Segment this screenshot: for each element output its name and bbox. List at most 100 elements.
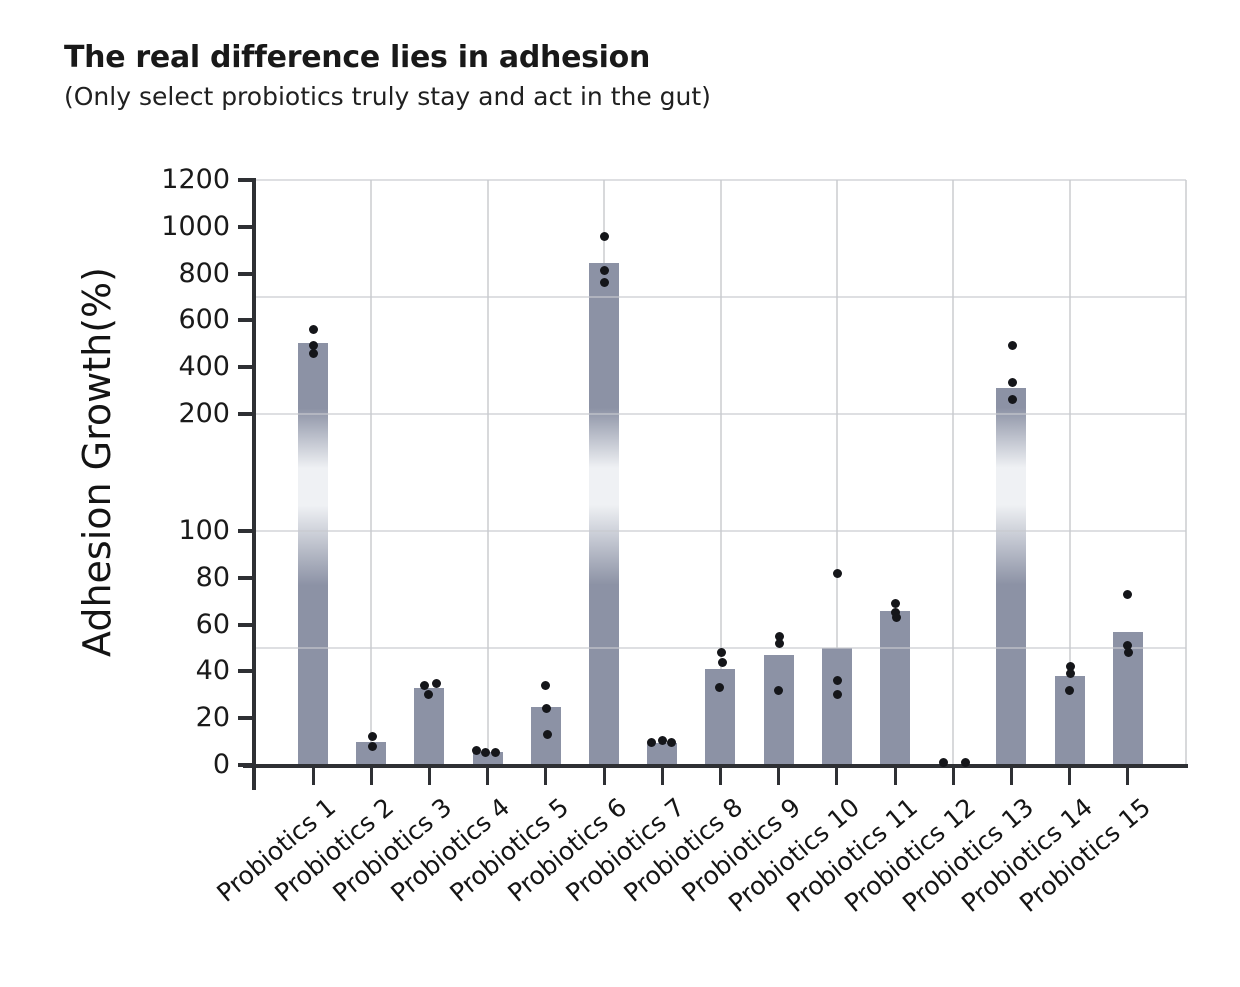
data-point	[1007, 394, 1017, 404]
y-tick-label: 20	[195, 702, 230, 734]
bar-probiotics-11	[880, 610, 910, 765]
y-tick	[238, 529, 255, 533]
data-point	[717, 657, 727, 667]
x-tick	[311, 765, 315, 785]
data-point	[891, 613, 901, 623]
data-point	[308, 325, 318, 335]
y-tick	[238, 318, 255, 323]
x-tick	[951, 765, 955, 785]
y-tick	[238, 224, 255, 229]
bar-probiotics-7	[647, 742, 678, 765]
data-point	[960, 758, 970, 768]
bar-probiotics-13	[996, 388, 1027, 765]
data-point	[1007, 341, 1017, 351]
data-point	[666, 738, 676, 748]
data-point	[775, 631, 785, 641]
y-tick	[238, 763, 255, 767]
data-point	[1007, 377, 1017, 387]
gridline-vertical	[1185, 180, 1187, 765]
data-point	[431, 678, 441, 688]
data-point	[716, 648, 726, 658]
data-point	[890, 599, 900, 609]
bar-probiotics-1	[298, 342, 328, 765]
y-tick-label: 200	[178, 398, 230, 429]
data-point	[657, 735, 667, 745]
data-point	[599, 277, 609, 287]
x-tick	[602, 765, 606, 785]
data-point	[714, 683, 724, 693]
y-tick-label: 1000	[161, 210, 230, 242]
data-point	[543, 730, 553, 740]
chart-subtitle: (Only select probiotics truly stay and a…	[64, 82, 711, 111]
data-point	[491, 747, 501, 757]
bar-probiotics-10	[821, 648, 852, 765]
y-tick-label: 0	[212, 749, 230, 780]
data-point	[890, 608, 900, 618]
gridline-horizontal	[255, 296, 1186, 298]
data-point	[308, 340, 318, 350]
bar-probiotics-3	[414, 687, 445, 765]
y-tick	[238, 622, 255, 627]
y-tick	[238, 365, 255, 370]
x-tick	[835, 765, 839, 785]
data-point	[599, 266, 609, 276]
y-tick	[238, 669, 255, 674]
data-point	[833, 568, 843, 578]
y-tick-label: 800	[178, 257, 230, 289]
y-tick-label: 600	[178, 304, 230, 336]
x-tick	[1068, 765, 1072, 785]
chart-title: The real difference lies in adhesion	[64, 40, 651, 75]
data-point	[308, 349, 318, 359]
y-tick	[238, 178, 255, 182]
data-point	[367, 732, 377, 742]
x-tick	[660, 765, 664, 785]
x-tick	[544, 765, 548, 785]
data-point	[1123, 641, 1133, 651]
gridline-vertical	[486, 180, 489, 765]
x-tick	[486, 765, 490, 785]
y-tick	[238, 575, 255, 580]
x-tick	[893, 765, 897, 785]
data-point	[938, 758, 948, 768]
data-point	[646, 738, 656, 748]
y-tick	[238, 716, 255, 721]
gridline-horizontal	[255, 530, 1186, 532]
gridline-vertical	[370, 180, 373, 765]
data-point	[1124, 648, 1134, 658]
data-point	[1123, 589, 1133, 599]
data-point	[472, 746, 482, 756]
y-tick-label: 40	[195, 655, 230, 687]
data-point	[774, 685, 784, 695]
data-point	[542, 704, 552, 714]
data-point	[599, 231, 609, 241]
y-tick-label: 100	[178, 515, 230, 546]
x-tick	[777, 765, 781, 785]
x-tick	[369, 765, 373, 785]
y-axis-line	[252, 178, 256, 790]
gridline-horizontal	[255, 179, 1186, 181]
x-tick	[718, 765, 722, 785]
data-point	[775, 638, 785, 648]
x-tick	[1009, 765, 1013, 785]
y-tick-label: 400	[178, 351, 230, 383]
y-tick-label: 1200	[161, 164, 230, 195]
y-tick-label: 80	[195, 561, 230, 593]
y-tick-label: 60	[195, 608, 230, 640]
x-axis-line	[243, 764, 1188, 768]
bar-probiotics-9	[763, 655, 794, 765]
data-point	[541, 680, 551, 690]
y-tick	[238, 412, 255, 416]
data-point	[367, 741, 377, 751]
data-point	[1065, 685, 1075, 695]
gridline-horizontal	[255, 413, 1186, 415]
data-point	[423, 690, 433, 700]
x-tick	[1126, 765, 1130, 785]
data-point	[481, 747, 491, 757]
data-point	[419, 680, 429, 690]
y-tick	[238, 271, 255, 276]
gridline-vertical	[952, 180, 955, 765]
bar-probiotics-6	[589, 263, 619, 765]
x-tick	[427, 765, 431, 785]
